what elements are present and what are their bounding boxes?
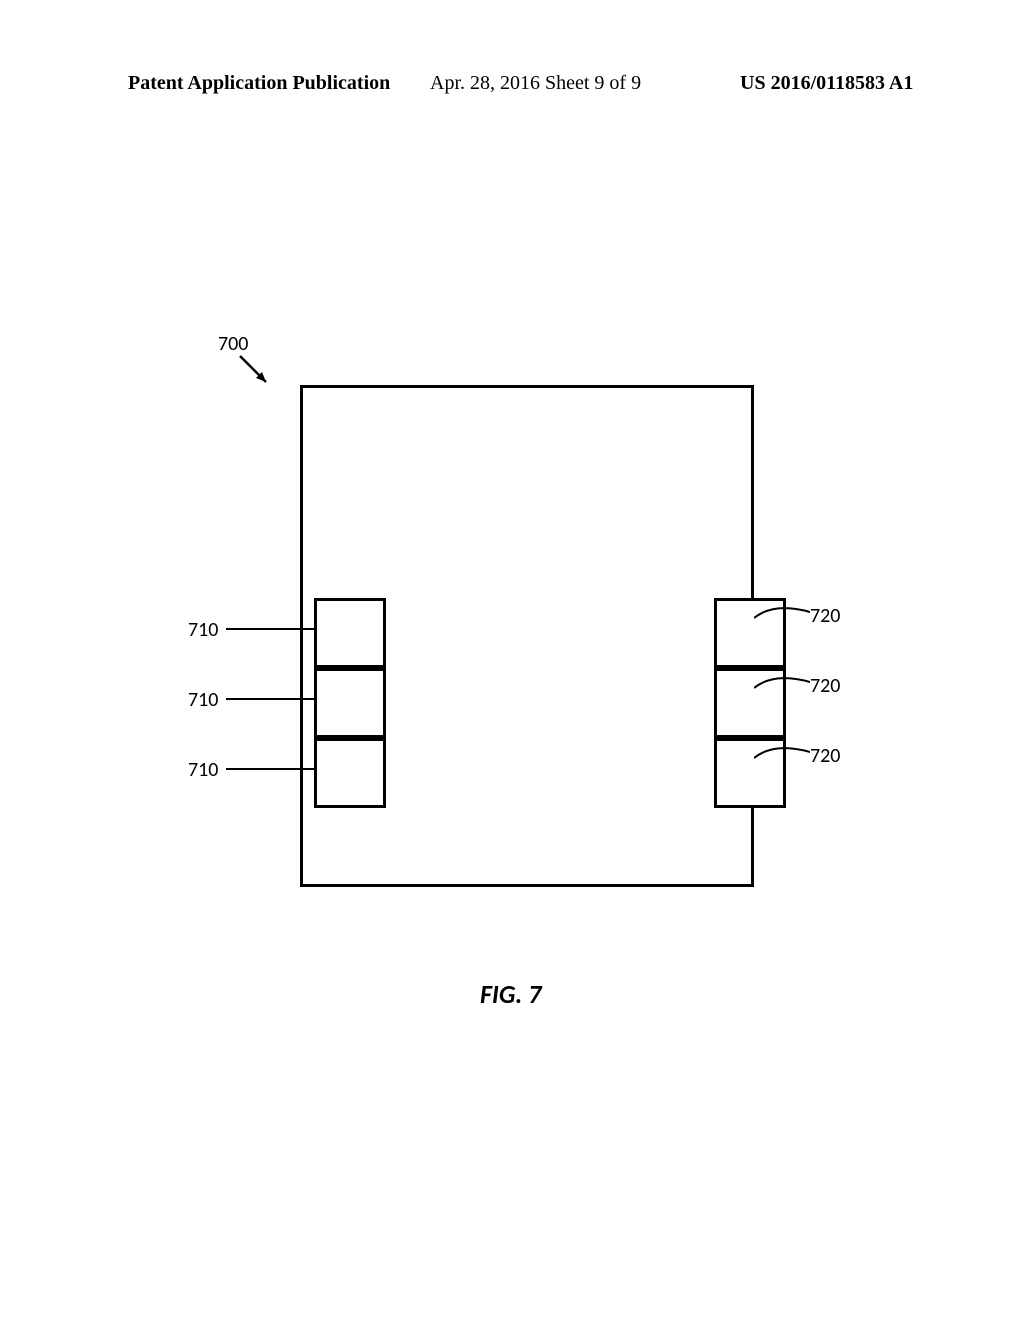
label-710-mid: 710 <box>188 688 218 712</box>
figure-caption: FIG. 7 <box>480 978 541 1010</box>
label-720-mid: 720 <box>810 674 840 698</box>
page: Patent Application Publication Apr. 28, … <box>0 0 1024 1320</box>
arrow-700-icon <box>236 352 276 392</box>
leader-720-mid <box>754 668 810 692</box>
box-710-bot <box>314 738 386 808</box>
leader-710-mid <box>226 698 314 700</box>
leader-710-top <box>226 628 314 630</box>
leader-720-bot <box>754 738 810 762</box>
label-710-bot: 710 <box>188 758 218 782</box>
label-720-top: 720 <box>810 604 840 628</box>
box-710-top <box>314 598 386 668</box>
leader-720-top <box>754 598 810 622</box>
label-710-top: 710 <box>188 618 218 642</box>
leader-710-bot <box>226 768 314 770</box>
figure-7: 710 710 710 720 720 720 700 FIG. 7 <box>0 0 1024 1320</box>
label-720-bot: 720 <box>810 744 840 768</box>
box-710-mid <box>314 668 386 738</box>
